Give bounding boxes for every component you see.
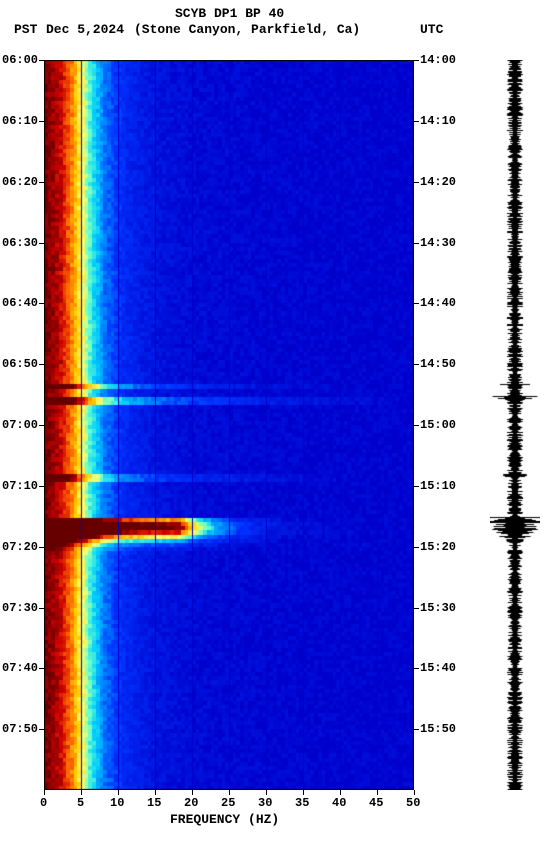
xtick: 40 (332, 796, 346, 810)
ytick-right: 15:00 (420, 418, 456, 432)
ytick-left: 07:10 (2, 479, 38, 493)
chart-title: SCYB DP1 BP 40 (175, 6, 284, 21)
ytick-right: 15:20 (420, 540, 456, 554)
ytick-right: 14:50 (420, 357, 456, 371)
ytick-left: 06:50 (2, 357, 38, 371)
ytick-left: 07:40 (2, 661, 38, 675)
xtick: 15 (147, 796, 161, 810)
xtick: 5 (77, 796, 84, 810)
spectrogram-plot (44, 60, 414, 790)
ytick-left: 07:00 (2, 418, 38, 432)
ytick-left: 07:50 (2, 722, 38, 736)
ytick-right: 14:00 (420, 53, 456, 67)
tz-right-label: UTC (420, 22, 443, 37)
xtick: 10 (110, 796, 124, 810)
ytick-left: 06:30 (2, 236, 38, 250)
ytick-right: 14:40 (420, 296, 456, 310)
ytick-right: 15:10 (420, 479, 456, 493)
ytick-left: 06:10 (2, 114, 38, 128)
ytick-left: 07:30 (2, 601, 38, 615)
ytick-right: 14:30 (420, 236, 456, 250)
ytick-left: 07:20 (2, 540, 38, 554)
chart-date: Dec 5,2024 (46, 22, 124, 37)
xtick: 50 (406, 796, 420, 810)
ytick-right: 15:40 (420, 661, 456, 675)
xtick: 45 (369, 796, 383, 810)
xtick: 30 (258, 796, 272, 810)
x-axis-label: FREQUENCY (HZ) (170, 812, 279, 827)
waveform-plot (490, 60, 540, 790)
tz-left-label: PST (14, 22, 37, 37)
chart-location: (Stone Canyon, Parkfield, Ca) (134, 22, 360, 37)
ytick-right: 14:10 (420, 114, 456, 128)
ytick-right: 15:30 (420, 601, 456, 615)
ytick-right: 14:20 (420, 175, 456, 189)
ytick-left: 06:20 (2, 175, 38, 189)
xtick: 20 (184, 796, 198, 810)
ytick-left: 06:00 (2, 53, 38, 67)
ytick-left: 06:40 (2, 296, 38, 310)
ytick-right: 15:50 (420, 722, 456, 736)
xtick: 0 (40, 796, 47, 810)
xtick: 25 (221, 796, 235, 810)
xtick: 35 (295, 796, 309, 810)
